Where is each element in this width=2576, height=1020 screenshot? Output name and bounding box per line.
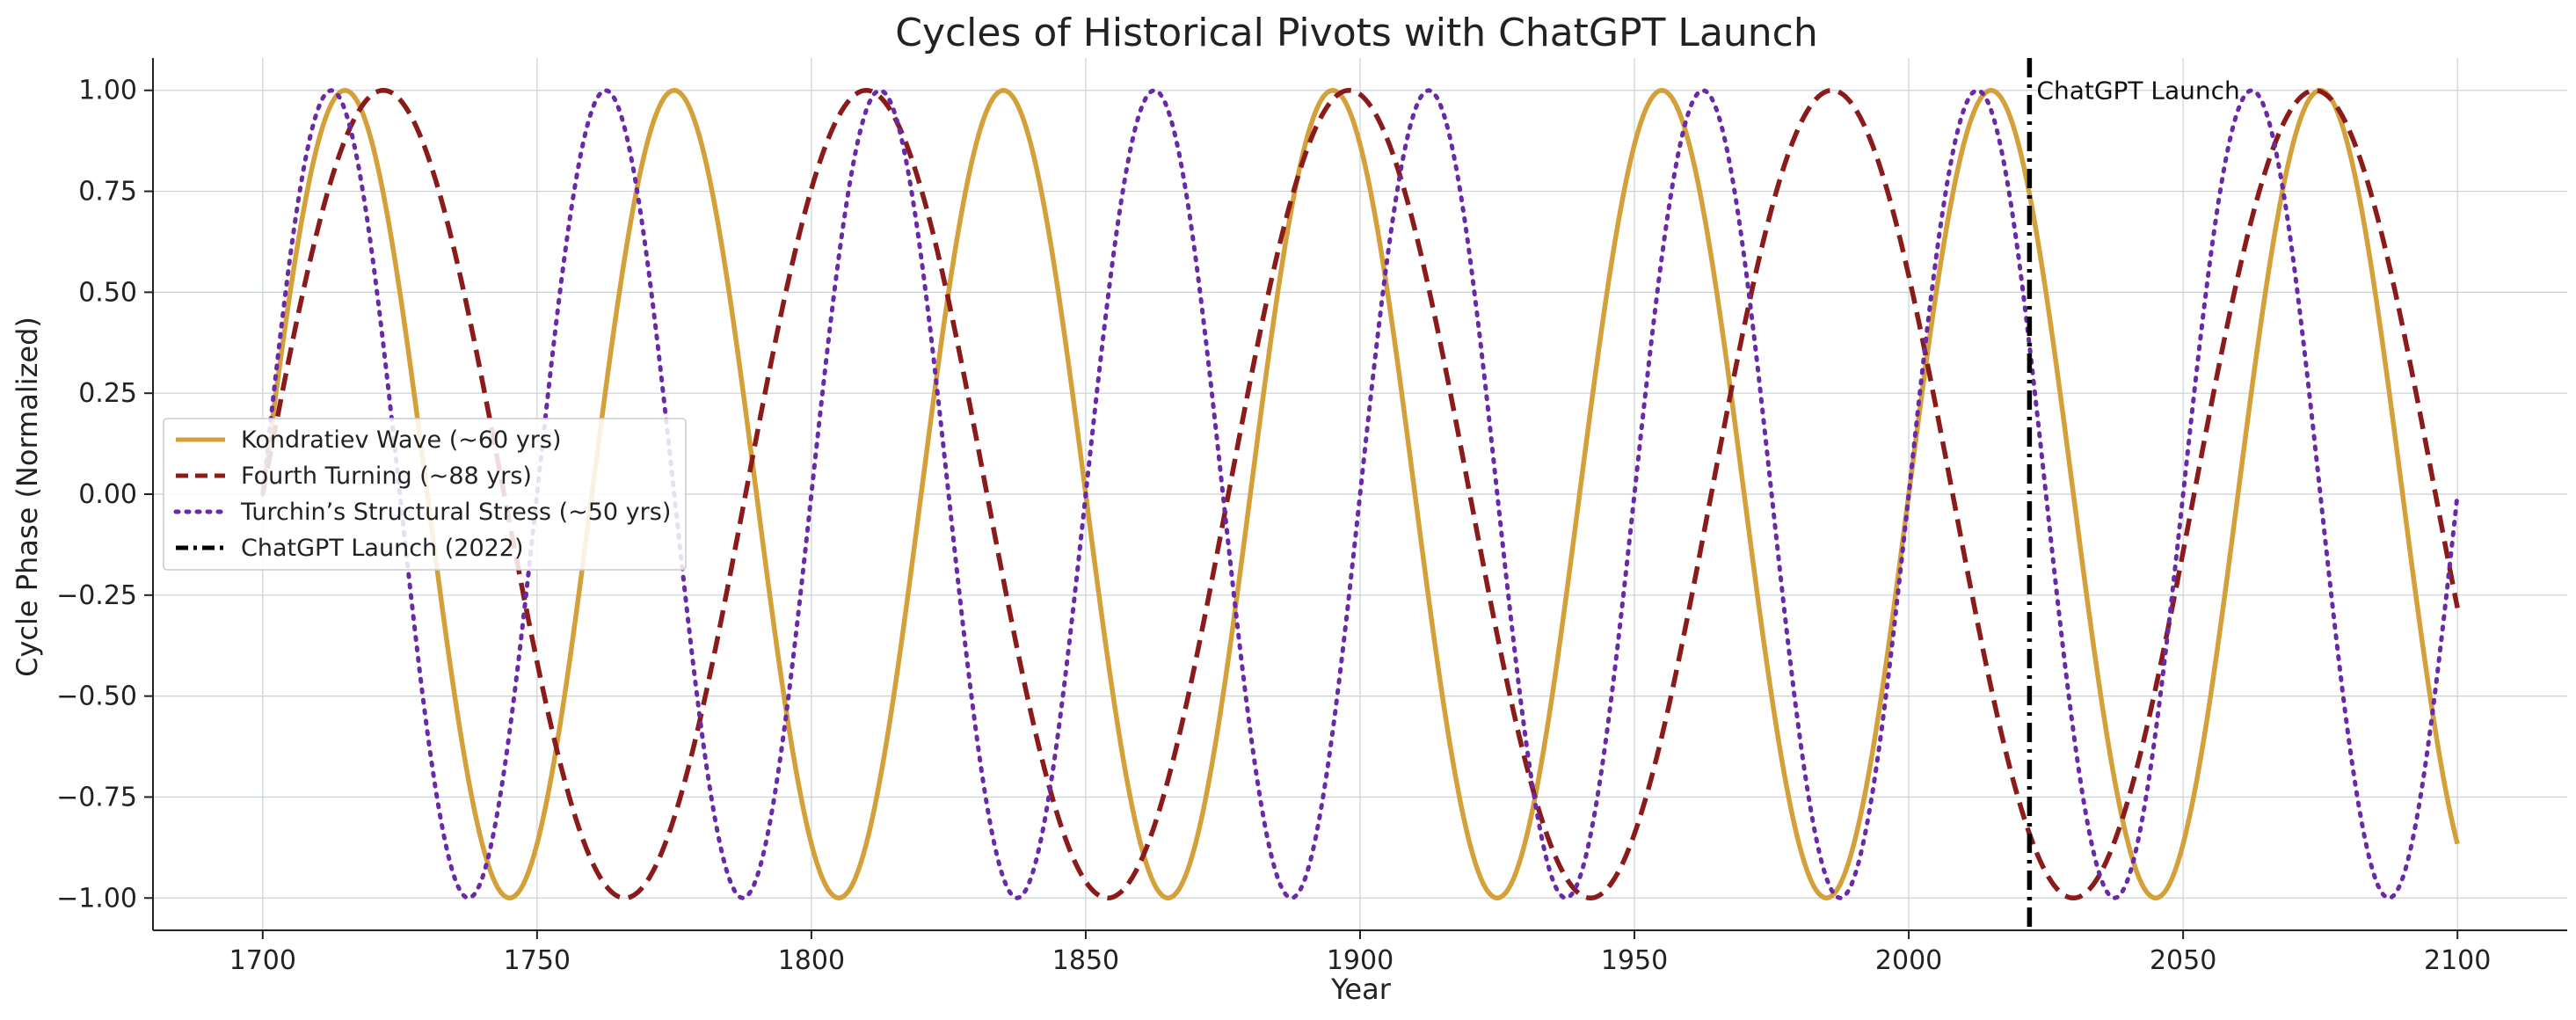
series-line-1: [260, 87, 2460, 901]
y-tick-label: 0.75: [78, 177, 137, 208]
legend-label: Kondratiev Wave (~60 yrs): [241, 426, 562, 454]
legend: Kondratiev Wave (~60 yrs) Fourth Turning …: [163, 418, 687, 571]
y-tick-label: −0.75: [56, 782, 137, 812]
x-tick-label: 2050: [2150, 945, 2216, 976]
series-line-0: [260, 87, 2460, 901]
legend-frame: [163, 418, 687, 571]
x-tick-label: 1700: [229, 945, 296, 976]
y-tick-label: −0.50: [56, 681, 137, 712]
y-tick-label: 1.00: [78, 76, 137, 106]
y-tick-label: 0.00: [78, 479, 137, 510]
x-tick-label: 1900: [1327, 945, 1394, 976]
chart-title: Cycles of Historical Pivots with ChatGPT…: [895, 11, 1818, 55]
y-axis-label: Cycle Phase (Normalized): [11, 317, 44, 677]
legend-label: Fourth Turning (~88 yrs): [241, 463, 532, 490]
series-group: [260, 87, 2460, 901]
legend-label: Turchin’s Structural Stress (~50 yrs): [240, 499, 671, 526]
x-tick-label: 1800: [778, 945, 845, 976]
x-tick-label: 1950: [1601, 945, 1668, 976]
chatgpt-launch-marker: ChatGPT Launch: [2027, 58, 2240, 930]
x-tick-label: 2000: [1875, 945, 1942, 976]
x-axis-label: Year: [1330, 973, 1392, 1006]
y-tick-label: −0.25: [56, 580, 137, 611]
chatgpt-launch-annotation: ChatGPT Launch: [2036, 76, 2239, 106]
x-axis-ticks: 1700 1750 1800 1850 1900 1950 2000 2050 2100: [229, 930, 2491, 976]
y-axis-ticks: −1.00 −0.75 −0.50 −0.25 0.00 0.25 0.50 0.75 1.00: [56, 76, 153, 914]
y-tick-label: 0.25: [78, 378, 137, 409]
legend-label: ChatGPT Launch (2022): [241, 535, 524, 562]
x-tick-label: 1850: [1052, 945, 1119, 976]
y-tick-label: 0.50: [78, 277, 137, 308]
y-tick-label: −1.00: [56, 883, 137, 914]
x-tick-label: 1750: [504, 945, 571, 976]
x-tick-label: 2100: [2424, 945, 2491, 976]
series-line-2: [260, 88, 2460, 900]
